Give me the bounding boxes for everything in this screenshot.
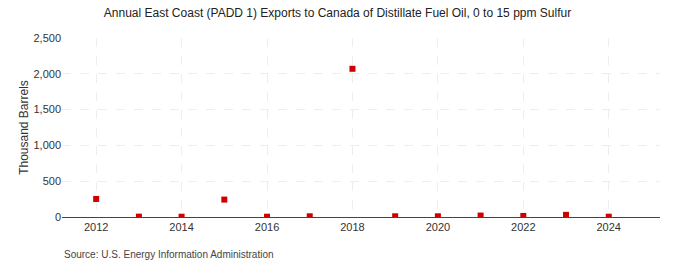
svg-text:2012: 2012 bbox=[84, 221, 108, 233]
svg-text:2022: 2022 bbox=[511, 221, 535, 233]
svg-text:1,000: 1,000 bbox=[33, 139, 61, 151]
svg-text:1,500: 1,500 bbox=[33, 103, 61, 115]
svg-text:2,500: 2,500 bbox=[33, 32, 61, 44]
svg-text:2024: 2024 bbox=[596, 221, 620, 233]
svg-text:500: 500 bbox=[43, 175, 61, 187]
svg-text:0: 0 bbox=[55, 211, 61, 223]
svg-text:2014: 2014 bbox=[169, 221, 193, 233]
svg-text:2018: 2018 bbox=[340, 221, 364, 233]
svg-text:Source: U.S. Energy Informatio: Source: U.S. Energy Information Administ… bbox=[64, 249, 274, 260]
svg-text:Thousand Barrels: Thousand Barrels bbox=[17, 80, 31, 175]
svg-text:2016: 2016 bbox=[255, 221, 279, 233]
svg-text:2,000: 2,000 bbox=[33, 68, 61, 80]
svg-text:Annual East Coast (PADD 1) Exp: Annual East Coast (PADD 1) Exports to Ca… bbox=[104, 6, 571, 20]
svg-text:2020: 2020 bbox=[426, 221, 450, 233]
